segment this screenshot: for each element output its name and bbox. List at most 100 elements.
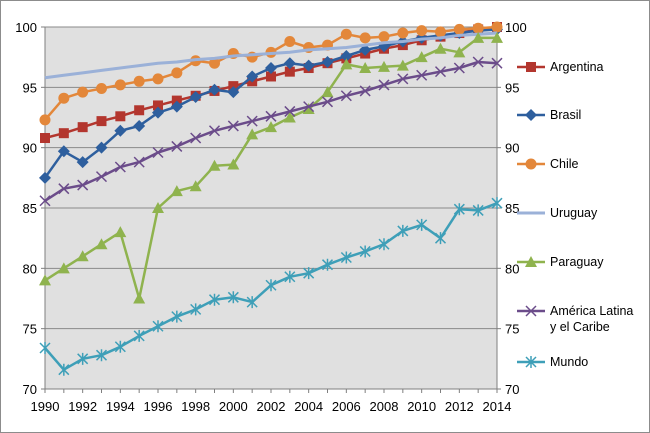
data-point-america-latina-y-el-caribe <box>246 115 258 127</box>
series-america-latina-y-el-caribe <box>39 56 503 207</box>
data-point-mundo <box>340 251 352 264</box>
data-point-paraguay <box>491 31 503 43</box>
data-point-mundo <box>453 203 465 216</box>
data-point-mundo <box>397 224 409 237</box>
data-point-chile <box>171 67 183 79</box>
x-tick-label: 1992 <box>68 399 97 414</box>
data-point-argentina <box>228 81 239 92</box>
y-tick-label-right: 80 <box>505 261 519 276</box>
data-point-chile <box>39 114 51 126</box>
data-point-paraguay <box>283 111 296 123</box>
data-point-america-latina-y-el-caribe <box>284 105 296 117</box>
data-point-mundo <box>246 296 258 309</box>
x-tick-label: 2010 <box>407 399 436 414</box>
data-point-chile <box>435 26 446 38</box>
legend-swatch-marker <box>525 356 537 368</box>
y-tick-label-left: 70 <box>23 382 37 397</box>
series-line-uruguay <box>44 31 498 80</box>
data-point-argentina <box>40 133 50 144</box>
data-point-mundo <box>95 349 108 362</box>
data-point-america-latina-y-el-caribe <box>227 120 239 132</box>
data-point-chile <box>416 25 428 37</box>
legend-entry-america-latina-y-el-caribe: América Latina y el Caribe <box>517 304 633 334</box>
data-point-america-latina-y-el-caribe <box>95 171 108 183</box>
data-point-paraguay <box>170 185 183 197</box>
data-point-chile <box>491 21 503 33</box>
data-point-brasil <box>302 59 315 72</box>
data-point-argentina <box>77 122 88 133</box>
data-point-mundo <box>39 341 51 354</box>
data-point-paraguay <box>76 250 89 262</box>
y-tick-label-right: 75 <box>505 322 519 337</box>
data-point-america-latina-y-el-caribe <box>416 69 428 81</box>
data-point-mundo <box>378 238 390 251</box>
legend-entry-chile: Chile <box>517 157 579 171</box>
y-tick-label-right: 70 <box>505 382 519 397</box>
data-point-chile <box>58 92 70 104</box>
legend: Argentina Brasil Chile Uruguay Paraguay Améri… <box>517 60 633 369</box>
x-tick-label: 1998 <box>181 399 210 414</box>
data-point-paraguay <box>265 121 277 133</box>
x-tick-label: 2008 <box>370 399 399 414</box>
data-point-america-latina-y-el-caribe <box>397 73 409 85</box>
data-point-paraguay <box>340 58 353 70</box>
data-point-chile <box>77 86 89 98</box>
series-paraguay <box>39 31 503 304</box>
data-point-mundo <box>190 303 202 316</box>
data-point-paraguay <box>95 238 108 250</box>
data-point-brasil <box>152 106 164 119</box>
y-axis-right-tick-labels: 70 75 80 85 90 95 100 <box>505 20 527 397</box>
legend-entry-paraguay: Paraguay <box>517 255 604 269</box>
legend-entry-brasil: Brasil <box>517 108 581 122</box>
legend-swatch-marker <box>525 256 537 267</box>
x-tick-label: 1994 <box>106 399 135 414</box>
data-point-america-latina-y-el-caribe <box>472 56 484 68</box>
data-point-brasil <box>170 100 183 113</box>
data-point-paraguay <box>453 46 466 58</box>
data-point-america-latina-y-el-caribe <box>453 62 465 74</box>
data-point-argentina <box>134 105 145 116</box>
data-point-argentina <box>266 71 276 82</box>
data-point-mundo <box>171 310 183 323</box>
data-point-paraguay <box>396 59 409 71</box>
data-point-paraguay <box>39 274 51 286</box>
data-point-paraguay <box>378 60 390 72</box>
data-point-argentina <box>284 66 295 77</box>
legend-label: Brasil <box>550 108 581 122</box>
data-point-mundo <box>416 218 428 231</box>
data-point-argentina <box>58 128 69 139</box>
legend-label: Paraguay <box>550 255 604 269</box>
data-point-paraguay <box>208 159 221 171</box>
data-point-america-latina-y-el-caribe <box>133 156 145 168</box>
data-point-brasil <box>114 124 127 137</box>
data-point-brasil <box>265 62 277 75</box>
data-point-mundo <box>434 232 447 245</box>
axes <box>41 26 501 393</box>
data-point-america-latina-y-el-caribe <box>303 101 315 113</box>
data-point-america-latina-y-el-caribe <box>491 57 503 69</box>
data-point-paraguay <box>434 42 447 54</box>
y-tick-label-left: 75 <box>23 322 37 337</box>
data-point-brasil <box>283 57 296 70</box>
x-tick-label: 2014 <box>483 399 512 414</box>
y-tick-label-left: 90 <box>23 141 37 156</box>
data-point-america-latina-y-el-caribe <box>434 66 447 78</box>
data-point-paraguay <box>359 62 372 74</box>
data-point-argentina <box>96 116 107 127</box>
legend-label: Argentina <box>550 60 604 74</box>
legend-label: Mundo <box>550 355 588 369</box>
data-point-paraguay <box>302 103 315 115</box>
data-point-chile <box>209 57 220 69</box>
data-point-paraguay <box>472 31 485 43</box>
data-point-paraguay <box>189 180 202 192</box>
data-point-america-latina-y-el-caribe <box>190 132 202 144</box>
legend-swatch-marker <box>525 305 537 317</box>
data-point-mundo <box>284 270 296 283</box>
data-point-chile <box>340 28 352 40</box>
data-point-mundo <box>303 267 315 280</box>
data-point-mundo <box>265 279 277 292</box>
data-point-paraguay <box>152 202 164 213</box>
data-point-paraguay <box>321 86 334 98</box>
data-point-brasil <box>133 119 146 132</box>
